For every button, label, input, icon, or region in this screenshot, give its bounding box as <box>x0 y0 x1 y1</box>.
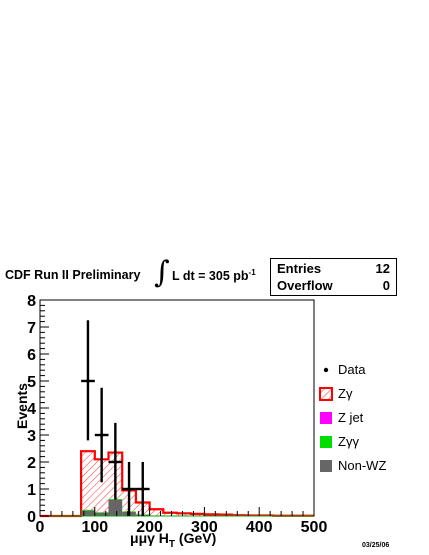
legend-item-data: Data <box>318 362 418 380</box>
entries-label: Entries <box>277 261 322 276</box>
y-tick-label: 8 <box>27 293 36 310</box>
legend-label-zgamma: Zγ <box>338 386 353 401</box>
y-axis-label: Events <box>14 383 30 429</box>
legend-item-zgammagamma: Zγγ <box>318 434 418 452</box>
bar-zgammagamma <box>81 509 95 511</box>
legend-label-nonwz: Non-WZ <box>338 458 387 473</box>
luminosity-text: L dt = 305 pb <box>172 269 249 284</box>
x-tick-label: 200 <box>136 519 163 536</box>
x-tick-label: 400 <box>246 519 273 536</box>
luminosity-label: L dt = 305 pb-1 <box>172 268 256 283</box>
legend-item-nonwz: Non-WZ <box>318 458 418 476</box>
legend-swatch-zjet <box>320 412 332 424</box>
stats-box: Entries 12 Overflow 0 <box>270 258 397 296</box>
luminosity-exponent: -1 <box>248 268 256 277</box>
x-tick-label: 100 <box>81 519 108 536</box>
bar-nonwz <box>94 512 109 516</box>
y-tick-label: 7 <box>27 320 36 337</box>
date-stamp: 03/25/06 <box>362 542 390 549</box>
x-tick-label: 0 <box>36 519 45 536</box>
y-tick-label: 6 <box>27 347 36 364</box>
integral-symbol: ∫ <box>154 255 170 290</box>
legend-item-zjet: Z jet <box>318 410 418 428</box>
x-axis-label-sub: T <box>168 538 176 550</box>
legend-swatch-zgammagamma <box>320 436 332 448</box>
data-point <box>127 487 131 491</box>
x-tick-label: 300 <box>191 519 218 536</box>
entries-value: 12 <box>375 261 390 276</box>
legend-label-zgammagamma: Zγγ <box>338 434 359 449</box>
overflow-label: Overflow <box>277 278 333 293</box>
y-tick-label: 0 <box>27 509 36 526</box>
data-point <box>86 379 90 383</box>
y-tick-label: 2 <box>27 455 36 472</box>
stats-overflow-row: Overflow 0 <box>277 278 390 295</box>
y-tick-label: 3 <box>27 428 36 445</box>
legend-item-zgamma: Zγ <box>318 386 418 404</box>
bar-zgammagamma <box>94 512 109 513</box>
y-tick-label: 5 <box>27 374 36 391</box>
y-tick-label: 4 <box>27 401 36 418</box>
x-axis-label-unit: (GeV) <box>175 530 217 546</box>
stats-entries-row: Entries 12 <box>277 261 390 278</box>
legend-marker-data <box>323 367 329 373</box>
legend-label-zjet: Z jet <box>338 410 364 425</box>
data-point <box>113 460 118 464</box>
data-point <box>99 433 104 437</box>
x-axis-label: μμγ HT (GeV) <box>130 530 216 550</box>
bar-nonwz <box>81 510 95 516</box>
experiment-title: CDF Run II Preliminary <box>5 268 141 282</box>
series-zgamma-outline <box>40 450 314 518</box>
overflow-value: 0 <box>382 278 390 293</box>
y-tick-label: 1 <box>27 482 36 499</box>
legend-label-data: Data <box>338 362 366 377</box>
x-axis-label-main: μμγ H <box>130 530 169 546</box>
legend-swatch-zgamma <box>319 387 333 401</box>
bar-nonwz <box>108 499 123 516</box>
data-point <box>140 487 145 491</box>
legend-swatch-nonwz <box>320 460 332 472</box>
x-tick-label: 500 <box>301 519 328 536</box>
